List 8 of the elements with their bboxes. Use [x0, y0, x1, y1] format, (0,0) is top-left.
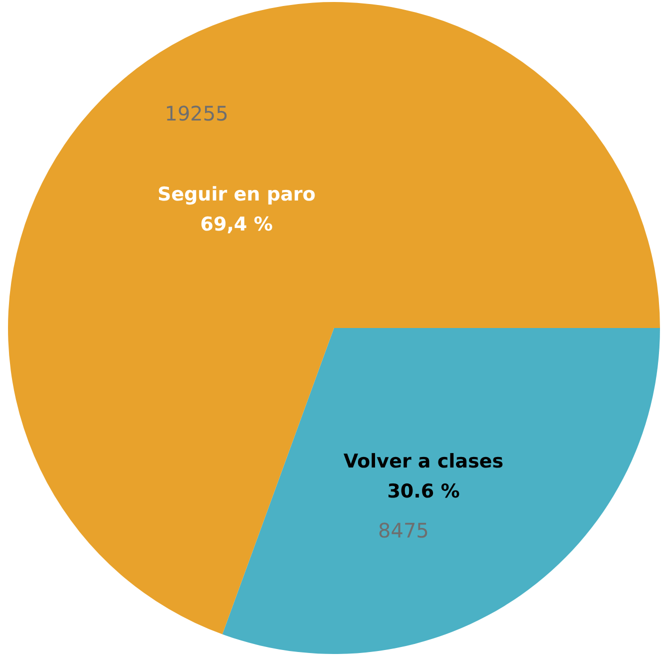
data-label: 19255	[164, 101, 228, 126]
pie-slice	[222, 328, 660, 654]
text: 69,4 %	[200, 213, 273, 236]
slice-label: Seguir en paro	[157, 183, 316, 206]
slice-label: Volver a clases	[343, 450, 504, 473]
text: 30.6 %	[387, 480, 460, 503]
pie-slice	[8, 2, 660, 634]
data-label: 8475	[378, 518, 429, 543]
